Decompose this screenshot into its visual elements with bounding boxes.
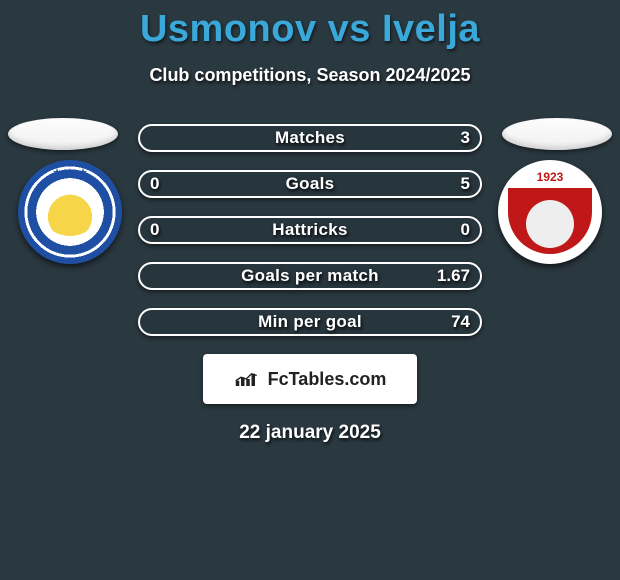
- stat-label: Min per goal: [258, 312, 362, 332]
- subtitle: Club competitions, Season 2024/2025: [0, 65, 620, 86]
- crest-right: [498, 160, 602, 264]
- stat-label: Hattricks: [272, 220, 347, 240]
- page-title: Usmonov vs Ivelja: [0, 0, 620, 51]
- player-head-right: [502, 118, 612, 150]
- stat-row: Matches 3: [138, 124, 482, 152]
- stat-row: 0 Hattricks 0: [138, 216, 482, 244]
- date-text: 22 january 2025: [0, 422, 620, 444]
- stat-value-left: 0: [150, 174, 159, 194]
- stat-row: Goals per match 1.67: [138, 262, 482, 290]
- stats-rows: Matches 3 0 Goals 5 0 Hattricks 0 Goals …: [138, 124, 482, 336]
- crest-left: [18, 160, 122, 264]
- crest-right-inner: [526, 200, 574, 248]
- stat-value-right: 1.67: [437, 266, 470, 286]
- stat-value-right: 0: [461, 220, 470, 240]
- bars-icon: [234, 369, 262, 389]
- attribution-text: FcTables.com: [268, 369, 387, 390]
- compare-panel: Matches 3 0 Goals 5 0 Hattricks 0 Goals …: [0, 124, 620, 336]
- stat-value-right: 74: [451, 312, 470, 332]
- stat-value-right: 5: [461, 174, 470, 194]
- attribution[interactable]: FcTables.com: [203, 354, 417, 404]
- stat-row: Min per goal 74: [138, 308, 482, 336]
- stat-row: 0 Goals 5: [138, 170, 482, 198]
- stat-value-left: 0: [150, 220, 159, 240]
- player-head-left: [8, 118, 118, 150]
- stat-label: Matches: [275, 128, 345, 148]
- stat-value-right: 3: [461, 128, 470, 148]
- stat-label: Goals per match: [241, 266, 379, 286]
- stat-label: Goals: [286, 174, 335, 194]
